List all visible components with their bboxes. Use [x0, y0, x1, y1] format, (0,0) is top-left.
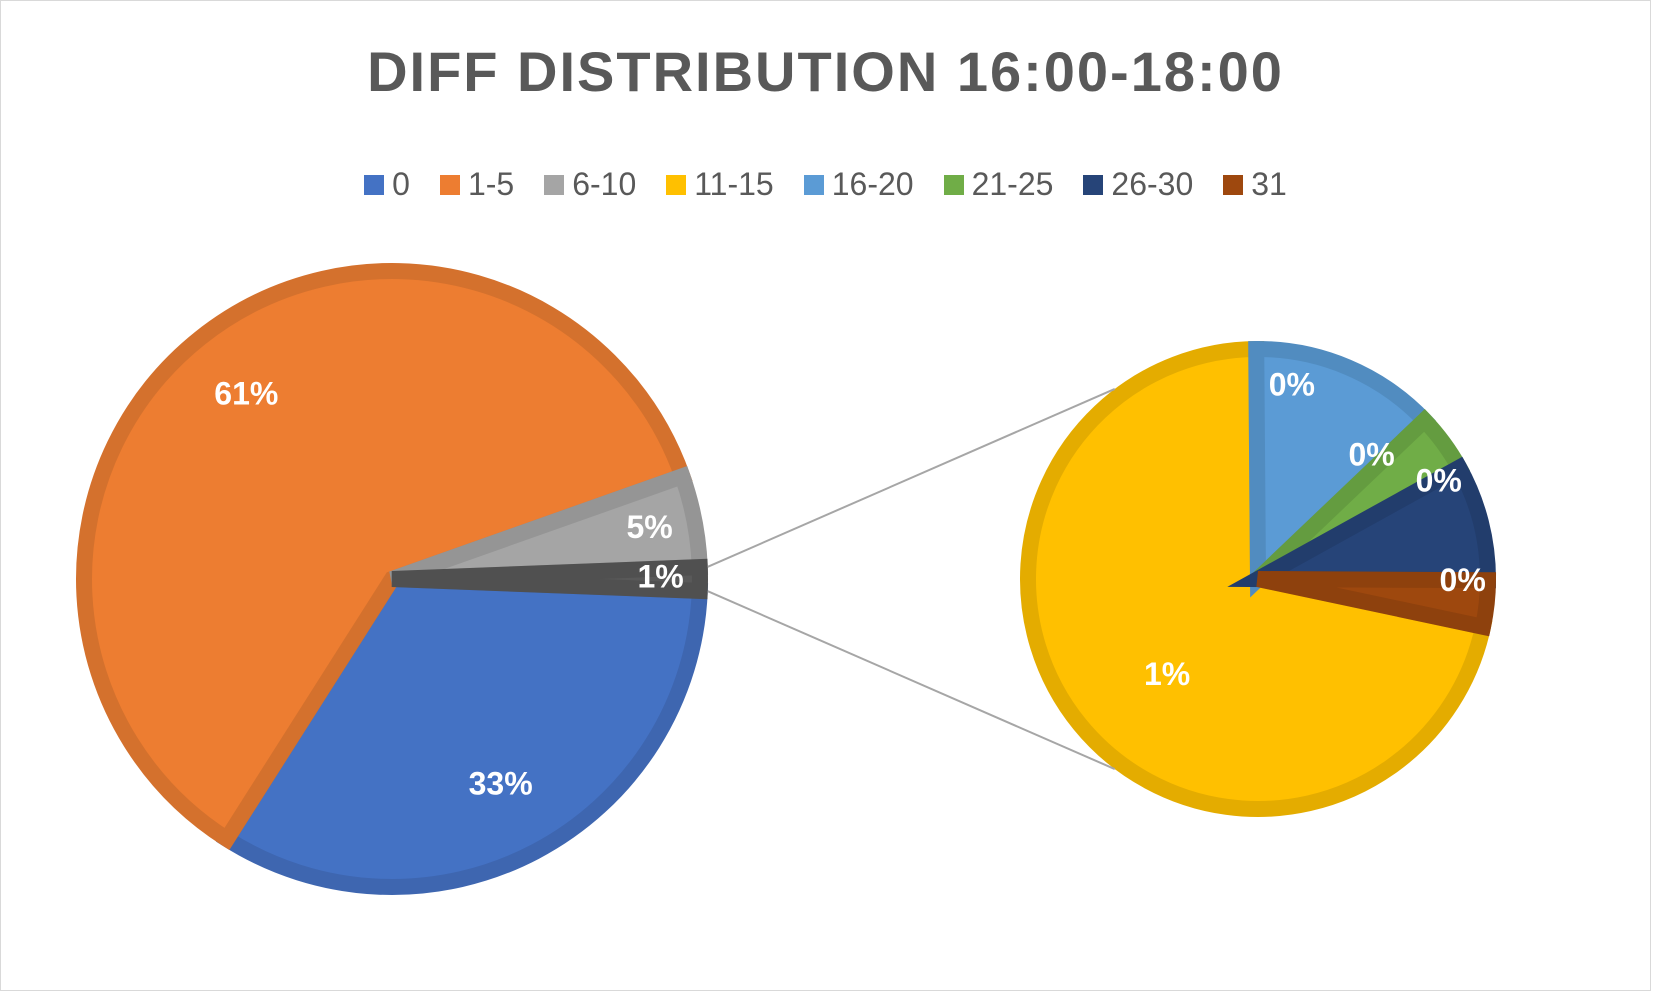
legend-item-31: 31 — [1223, 166, 1287, 203]
legend-item-6-10: 6-10 — [544, 166, 636, 203]
secondary-slice-16-20 — [1248, 341, 1436, 598]
legend-swatch — [1223, 174, 1244, 195]
legend: 0 1-5 6-10 11-15 16-20 21-25 26-30 31 — [1, 166, 1650, 203]
connector-line-top — [707, 388, 1116, 568]
data-label-1-5: 61% — [214, 376, 278, 412]
legend-item-16-20: 16-20 — [803, 166, 914, 203]
legend-label: 11-15 — [694, 166, 774, 202]
data-label-16-20: 0% — [1269, 366, 1315, 402]
legend-swatch — [943, 174, 964, 195]
legend-swatch — [666, 174, 687, 195]
pie-slice-1-5 — [76, 263, 693, 851]
legend-item-1-5: 1-5 — [439, 166, 515, 203]
legend-label: 26-30 — [1111, 166, 1194, 202]
legend-swatch — [439, 174, 460, 195]
connector-line-bottom — [707, 590, 1116, 770]
data-label-11-15: 1% — [1144, 656, 1190, 692]
chart-title: DIFF DISTRIBUTION 16:00-18:00 — [367, 40, 1284, 103]
legend-item-0: 0 — [364, 166, 410, 203]
legend-item-26-30: 26-30 — [1083, 166, 1193, 203]
data-label-26-30: 0% — [1416, 462, 1462, 498]
data-label-other: 1% — [637, 558, 683, 594]
legend-label: 31 — [1251, 166, 1287, 202]
data-label-0: 33% — [469, 766, 533, 802]
legend-swatch — [544, 174, 565, 195]
legend-swatch — [364, 174, 385, 195]
data-label-31: 0% — [1440, 562, 1486, 598]
legend-item-21-25: 21-25 — [943, 166, 1054, 203]
data-label-21-25: 0% — [1348, 437, 1394, 473]
pie-slice-other — [391, 558, 708, 600]
legend-swatch — [1083, 174, 1104, 195]
legend-label: 6-10 — [572, 166, 637, 202]
legend-label: 1-5 — [467, 166, 515, 202]
legend-item-11-15: 11-15 — [666, 166, 774, 203]
legend-label: 16-20 — [831, 166, 914, 202]
legend-label: 21-25 — [971, 166, 1054, 202]
secondary-slice-31 — [1256, 571, 1497, 637]
legend-swatch — [803, 174, 824, 195]
data-label-6-10: 5% — [626, 509, 672, 545]
legend-label: 0 — [392, 166, 410, 202]
